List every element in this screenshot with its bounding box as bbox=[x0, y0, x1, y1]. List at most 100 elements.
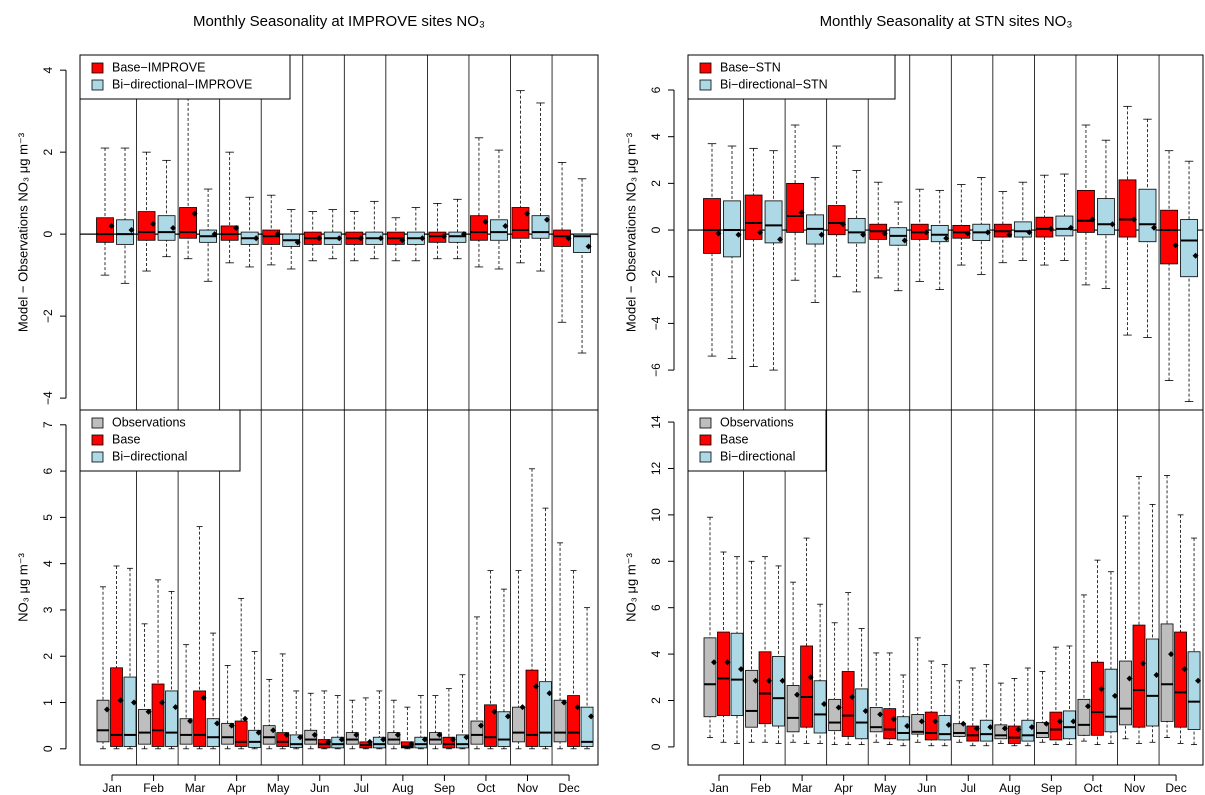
x-tick-label: Apr bbox=[227, 781, 246, 795]
y-tick-label: 0 bbox=[41, 745, 55, 752]
box bbox=[800, 645, 813, 728]
mean-point bbox=[1056, 718, 1063, 725]
mean-point bbox=[253, 235, 260, 242]
box bbox=[1077, 189, 1095, 233]
box bbox=[179, 207, 198, 239]
box bbox=[387, 732, 401, 745]
y-tick-label: 14 bbox=[649, 415, 663, 429]
box bbox=[764, 200, 783, 244]
y-tick-label: 12 bbox=[649, 461, 663, 475]
mean-point bbox=[408, 741, 415, 748]
x-tick-label: Oct bbox=[477, 781, 496, 795]
mean-point bbox=[377, 235, 384, 242]
mean-point bbox=[840, 221, 847, 228]
box bbox=[744, 194, 763, 240]
mean-point bbox=[860, 231, 867, 238]
box bbox=[110, 667, 123, 747]
y-axis-label: Model − Observations NO₃ μg m⁻³ bbox=[15, 132, 30, 332]
x-tick-label: Oct bbox=[1084, 781, 1103, 795]
mean-point bbox=[436, 731, 443, 738]
mean-point bbox=[1001, 725, 1008, 732]
legend-swatch bbox=[699, 62, 712, 74]
box bbox=[539, 681, 552, 747]
x-tick-label: Feb bbox=[750, 781, 771, 795]
box bbox=[193, 690, 207, 747]
mean-point bbox=[150, 220, 157, 227]
mean-point bbox=[399, 237, 406, 244]
x-tick-label: Dec bbox=[1165, 781, 1186, 795]
box bbox=[1180, 219, 1198, 278]
box bbox=[1138, 188, 1157, 243]
mean-point bbox=[1047, 225, 1054, 232]
box bbox=[1091, 661, 1104, 736]
mean-point bbox=[187, 718, 194, 725]
x-tick-label: Nov bbox=[517, 781, 538, 795]
box bbox=[703, 637, 717, 718]
box bbox=[96, 217, 114, 243]
mean-point bbox=[881, 230, 888, 237]
box bbox=[703, 198, 721, 254]
legend-label: Bi−directional−IMPROVE bbox=[112, 77, 252, 91]
x-tick-label: Sep bbox=[1041, 781, 1063, 795]
mean-point bbox=[1192, 252, 1199, 259]
box bbox=[924, 711, 938, 741]
mean-point bbox=[890, 716, 897, 723]
chart-title: Monthly Seasonality at STN sites NO₃ bbox=[820, 13, 1073, 30]
legend-box bbox=[79, 54, 291, 100]
box bbox=[1174, 631, 1187, 728]
y-tick-label: 0 bbox=[649, 743, 663, 750]
mean-point bbox=[835, 704, 842, 711]
y-tick-label: −2 bbox=[41, 309, 55, 323]
mean-point bbox=[1015, 726, 1022, 733]
y-tick-label: 4 bbox=[649, 650, 663, 657]
box bbox=[206, 718, 220, 747]
box bbox=[730, 632, 744, 716]
mean-point bbox=[108, 222, 115, 229]
mean-point bbox=[394, 731, 401, 738]
mean-point bbox=[984, 229, 991, 236]
mean-point bbox=[918, 718, 925, 725]
mean-point bbox=[546, 690, 553, 697]
box bbox=[896, 716, 910, 741]
legend-swatch bbox=[699, 417, 712, 429]
box bbox=[786, 182, 804, 233]
mean-point bbox=[777, 236, 784, 243]
mean-point bbox=[366, 738, 373, 745]
x-tick-label: Sep bbox=[434, 781, 456, 795]
mean-point bbox=[502, 222, 509, 229]
mean-point bbox=[128, 227, 135, 234]
mean-point bbox=[779, 677, 786, 684]
box bbox=[1021, 719, 1035, 742]
mean-point bbox=[987, 724, 994, 731]
y-tick-label: 6 bbox=[41, 467, 55, 474]
mean-point bbox=[357, 235, 364, 242]
mean-point bbox=[524, 210, 530, 217]
x-tick-label: Jul bbox=[354, 781, 369, 795]
x-tick-label: Jun bbox=[310, 781, 329, 795]
box bbox=[123, 676, 137, 747]
mean-point bbox=[419, 235, 426, 242]
x-tick-label: Jan bbox=[102, 781, 121, 795]
mean-point bbox=[380, 736, 387, 743]
mean-point bbox=[588, 713, 595, 720]
legend-swatch bbox=[91, 62, 104, 74]
mean-point bbox=[904, 723, 911, 730]
x-tick-label: May bbox=[874, 781, 897, 795]
box bbox=[490, 219, 508, 241]
box bbox=[1187, 651, 1201, 730]
legend-label: Bi−directional bbox=[720, 449, 795, 463]
mean-point bbox=[960, 720, 967, 727]
mean-point bbox=[336, 235, 343, 242]
mean-point bbox=[1131, 216, 1137, 223]
mean-point bbox=[519, 704, 526, 711]
box bbox=[580, 706, 594, 747]
mean-point bbox=[255, 729, 262, 736]
box bbox=[1035, 216, 1054, 238]
y-tick-label: 2 bbox=[41, 148, 55, 155]
mean-point bbox=[353, 731, 360, 738]
mean-point bbox=[233, 224, 240, 231]
mean-point bbox=[1111, 692, 1118, 699]
mean-point bbox=[1006, 231, 1013, 238]
box bbox=[1104, 668, 1118, 733]
